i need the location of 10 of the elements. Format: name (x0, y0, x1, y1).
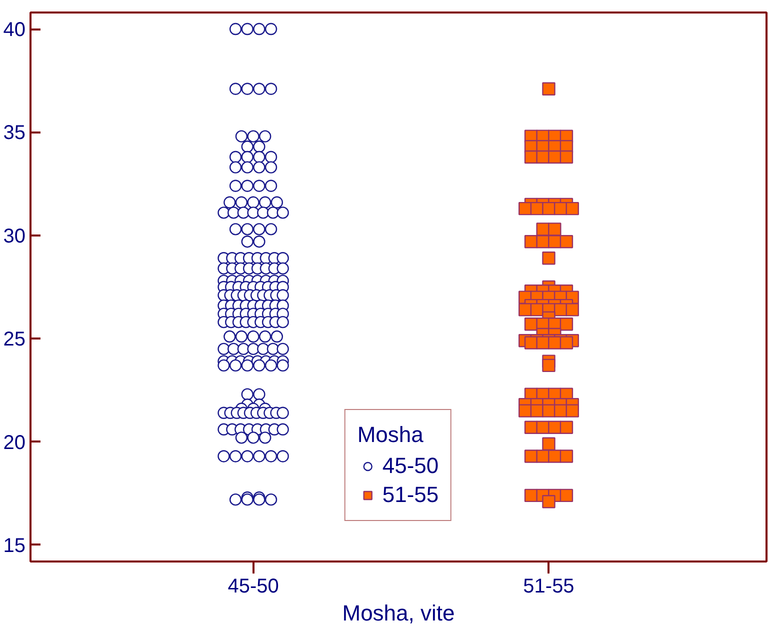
y-tick-label: 25 (3, 328, 26, 351)
y-tick-label: 30 (3, 225, 26, 248)
y-tick-label: 20 (3, 432, 26, 454)
legend-title: Mosha (357, 422, 424, 448)
y-tick-label: 35 (3, 122, 26, 144)
y-tick-label: 15 (3, 534, 26, 557)
x-axis-title: Mosha, vite (342, 600, 455, 626)
legend-label: 51-55 (382, 482, 439, 508)
legend-label: 45-50 (382, 453, 439, 479)
y-tick-label: 40 (3, 19, 26, 42)
